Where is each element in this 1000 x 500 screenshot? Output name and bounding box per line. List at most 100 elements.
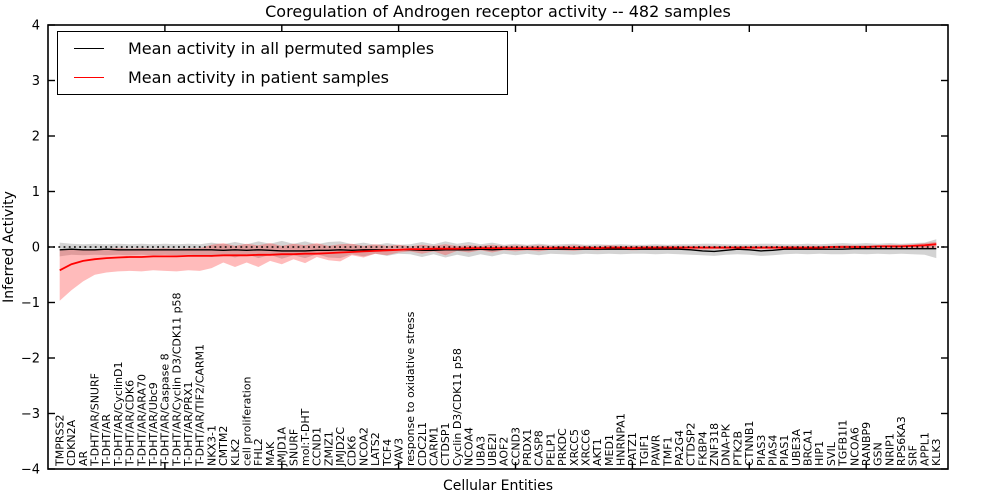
x-category-label: PELP1	[544, 433, 557, 466]
x-category-label: mol:T-DHT	[299, 408, 312, 466]
x-category-label: T-DHT/AR/CyclinD1	[112, 361, 125, 467]
x-category-label: SNURF	[287, 429, 300, 466]
x-category-label: DNA-PK	[720, 423, 733, 466]
x-category-label: KLK3	[930, 438, 943, 466]
chart-title: Coregulation of Androgen receptor activi…	[265, 2, 731, 21]
x-category-label: T-DHT/AR/Caspase 8	[159, 353, 172, 467]
x-category-label: CTNNB1	[743, 421, 756, 466]
x-category-label: T-DHT/AR/CDK6	[124, 380, 137, 467]
x-category-label: RANBP9	[860, 422, 873, 466]
patient-line-swatch	[74, 77, 104, 78]
x-category-label: BRCA1	[802, 429, 815, 466]
x-category-label: TGFB1I1	[837, 420, 850, 467]
x-category-label: CCND3	[509, 427, 522, 466]
patient-band	[59, 242, 937, 301]
x-category-label: NKX3-1	[205, 425, 218, 466]
x-category-label: PATZ1	[626, 432, 639, 466]
y-tick-label: 0	[32, 241, 40, 256]
y-tick-label: 2	[32, 130, 40, 145]
x-category-label: PAWR	[650, 434, 663, 466]
x-category-label: CDC2L1	[416, 422, 429, 466]
legend-box: Mean activity in all permuted samples Me…	[57, 31, 508, 95]
x-category-label: VAV3	[392, 438, 405, 466]
x-category-label: response to oxidative stress	[404, 311, 417, 466]
x-category-label: cell proliferation	[241, 376, 254, 466]
x-category-label: CCND1	[311, 427, 324, 466]
x-category-label: T-DHT/AR/ARA70	[135, 374, 148, 467]
x-category-label: PRKDC	[556, 428, 569, 466]
x-category-label: FHL2	[252, 438, 265, 466]
x-category-label: GSN	[872, 442, 885, 466]
x-category-label: TCF4	[381, 439, 394, 467]
permuted-mean-line	[59, 247, 937, 253]
x-category-label: RPS6KA3	[895, 416, 908, 466]
y-tick-label: 1	[32, 185, 40, 200]
x-category-label: TGIF1	[638, 434, 651, 467]
x-category-label: LATS2	[369, 432, 382, 466]
x-category-label: PA2G4	[673, 430, 686, 466]
y-tick-label: −3	[21, 407, 40, 422]
x-category-label: JMJD1A	[276, 427, 289, 467]
x-category-label: T-DHT/AR/SNURF	[89, 373, 102, 467]
y-tick-label: 3	[32, 74, 40, 89]
x-category-label: PRDX1	[521, 429, 534, 466]
x-category-label: PTK2B	[731, 431, 744, 466]
x-category-label: CASP8	[533, 430, 546, 466]
x-category-label: SVIL	[825, 441, 838, 466]
x-category-label: T-DHT/AR/Cyclin D3/CDK11 p58	[170, 292, 183, 467]
x-category-label: UBE3A	[790, 428, 803, 466]
y-tick-label: −1	[21, 296, 40, 311]
y-tick-label: 4	[32, 19, 40, 34]
x-category-label: CARM1	[428, 427, 441, 466]
x-category-label: MAK	[264, 441, 277, 466]
x-category-label: CDK6	[346, 436, 359, 466]
x-category-label: CDKN2A	[65, 419, 78, 466]
x-category-label: HNRNPA1	[615, 413, 628, 466]
x-category-label: PIAS1	[778, 435, 791, 466]
x-category-label: NRIP1	[883, 433, 896, 466]
legend-entry-permuted: Mean activity in all permuted samples	[58, 34, 507, 63]
x-category-label: T-DHT/AR/PRX1	[182, 381, 195, 467]
x-category-label: NCOA4	[463, 427, 476, 466]
x-category-label: FKBP4	[696, 431, 709, 466]
x-category-label: UBE2I	[486, 433, 499, 466]
x-category-label: KLK2	[229, 438, 242, 466]
x-category-label: TMPRSS2	[54, 415, 67, 467]
x-category-label: NCOA6	[848, 427, 861, 466]
x-category-label: XRCC6	[580, 429, 593, 466]
y-axis-label: Inferred Activity	[1, 191, 17, 303]
x-category-label: NCOA2	[357, 427, 370, 466]
x-category-label: HIP1	[813, 441, 826, 466]
x-category-label: ZNF318	[708, 423, 721, 466]
x-category-label: AKT1	[591, 438, 604, 466]
x-category-label: T-DHT/AR/Ubc9	[147, 382, 160, 467]
x-category-label: JMJD2C	[334, 427, 347, 467]
x-category-label: PIAS3	[755, 435, 768, 466]
x-category-label: CTDSP2	[685, 423, 698, 466]
x-category-label: TMF1	[661, 436, 674, 467]
x-axis-label: Cellular Entities	[442, 478, 554, 494]
x-category-label: UBA3	[474, 436, 487, 466]
x-category-label: CMTM2	[217, 426, 230, 466]
x-category-label: APPL1	[918, 432, 931, 466]
x-category-label: Cyclin D3/CDK11 p58	[451, 348, 464, 466]
x-category-label: MED1	[603, 434, 616, 466]
legend-entry-patient: Mean activity in patient samples	[58, 63, 507, 92]
x-category-label: CTDSP1	[439, 423, 452, 466]
x-category-label: PIAS4	[767, 435, 780, 466]
legend-label-patient: Mean activity in patient samples	[128, 68, 389, 87]
x-category-label: SRF	[907, 445, 920, 466]
permuted-line-swatch	[74, 48, 104, 49]
x-category-label: XRCC5	[568, 429, 581, 466]
x-category-label: AR	[77, 450, 90, 466]
y-tick-label: −2	[21, 352, 40, 367]
x-category-label: ZMIZ1	[322, 431, 335, 466]
patient-mean-line	[59, 243, 937, 272]
legend-label-permuted: Mean activity in all permuted samples	[128, 39, 435, 58]
y-tick-label: −4	[21, 463, 40, 478]
x-category-label: T-DHT/AR	[100, 414, 113, 467]
x-category-label: AOF2	[498, 437, 511, 466]
x-category-label: T-DHT/AR/TIF2/CARM1	[194, 344, 207, 467]
